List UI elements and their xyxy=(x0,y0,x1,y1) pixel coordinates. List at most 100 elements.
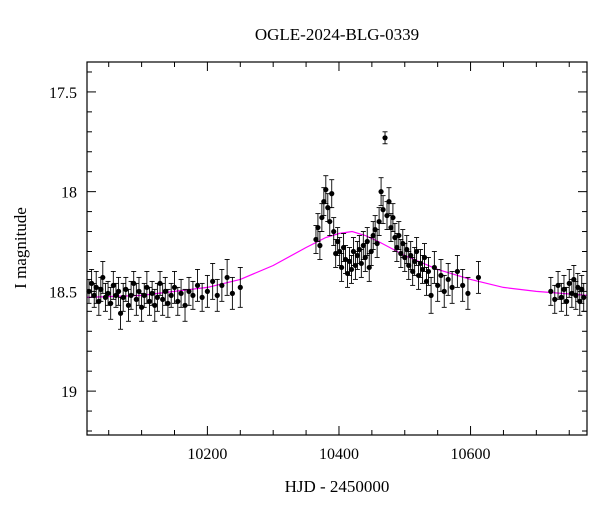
data-marker xyxy=(410,268,416,275)
x-tick-label: 10600 xyxy=(451,446,491,463)
data-point xyxy=(558,282,564,312)
data-point xyxy=(449,270,455,304)
data-point xyxy=(123,276,129,302)
data-marker xyxy=(441,288,447,294)
data-marker xyxy=(548,288,554,294)
data-marker xyxy=(333,250,339,257)
y-tick-label: 19 xyxy=(61,384,77,401)
data-marker xyxy=(566,280,572,287)
data-point xyxy=(120,282,126,312)
data-marker xyxy=(362,254,368,261)
data-marker xyxy=(144,284,150,290)
data-point xyxy=(229,276,235,310)
data-marker xyxy=(374,240,380,247)
data-marker xyxy=(100,274,106,281)
data-point xyxy=(168,282,174,308)
data-point xyxy=(390,203,396,232)
data-marker xyxy=(323,187,329,193)
data-point xyxy=(548,276,554,306)
data-marker xyxy=(317,242,323,249)
data-marker xyxy=(408,252,414,259)
data-marker xyxy=(157,280,163,287)
data-point xyxy=(133,282,139,316)
data-marker xyxy=(368,248,374,255)
data-point xyxy=(315,213,321,242)
data-marker xyxy=(315,224,321,231)
data-marker xyxy=(445,276,451,283)
data-marker xyxy=(352,262,359,269)
data-point xyxy=(160,282,166,316)
data-point xyxy=(110,270,116,300)
data-point xyxy=(199,282,205,312)
data-point xyxy=(190,280,196,310)
data-marker xyxy=(105,290,111,296)
data-marker xyxy=(108,300,114,306)
data-point xyxy=(331,217,337,246)
data-point xyxy=(141,282,147,308)
data-marker xyxy=(346,258,353,265)
data-marker xyxy=(380,207,386,213)
data-marker xyxy=(313,236,319,243)
data-point xyxy=(366,253,372,282)
data-marker xyxy=(419,266,426,273)
data-marker xyxy=(327,218,333,225)
data-marker xyxy=(449,284,455,290)
y-tick-label: 18.5 xyxy=(49,284,77,301)
data-point xyxy=(358,249,364,278)
data-marker xyxy=(113,292,119,298)
data-marker xyxy=(182,302,188,308)
data-point xyxy=(178,278,184,308)
data-marker xyxy=(386,199,392,205)
data-point xyxy=(566,268,572,298)
data-point xyxy=(194,268,201,302)
data-marker xyxy=(136,288,142,294)
data-point xyxy=(319,203,325,232)
data-point xyxy=(344,259,351,288)
data-marker xyxy=(339,264,345,271)
data-point xyxy=(454,255,460,288)
data-point xyxy=(333,239,339,268)
data-marker xyxy=(128,292,134,298)
data-marker xyxy=(366,264,372,271)
data-point xyxy=(414,237,420,266)
data-marker xyxy=(141,292,147,298)
data-point xyxy=(125,288,132,322)
data-marker xyxy=(117,310,124,316)
data-marker xyxy=(421,254,428,261)
plot-area xyxy=(86,131,588,330)
data-point xyxy=(431,251,437,284)
data-marker xyxy=(406,262,412,269)
data-marker xyxy=(573,292,579,298)
data-marker xyxy=(178,290,184,296)
y-axis-label: I magnitude xyxy=(11,207,30,289)
data-point xyxy=(352,251,359,280)
data-marker xyxy=(210,278,216,285)
data-marker xyxy=(404,246,410,253)
data-point xyxy=(435,268,441,302)
data-marker xyxy=(214,292,220,298)
data-marker xyxy=(396,232,402,239)
data-point xyxy=(438,259,444,292)
data-marker xyxy=(571,276,577,283)
data-marker xyxy=(577,298,583,304)
data-marker xyxy=(412,258,418,265)
data-point xyxy=(460,268,466,302)
data-marker xyxy=(204,288,210,294)
y-tick-label: 18 xyxy=(61,185,77,202)
data-marker xyxy=(364,238,370,245)
plot-frame xyxy=(86,61,588,436)
data-marker xyxy=(331,228,337,235)
data-point xyxy=(175,286,181,316)
data-marker xyxy=(139,304,145,310)
data-marker xyxy=(337,248,343,255)
data-marker xyxy=(335,238,341,245)
x-axis-label: HJD - 2450000 xyxy=(285,477,390,496)
data-marker xyxy=(115,288,122,294)
data-marker xyxy=(344,270,351,277)
data-point xyxy=(102,282,109,312)
data-point xyxy=(364,227,370,256)
data-marker xyxy=(360,242,366,249)
data-point xyxy=(165,288,171,318)
data-marker xyxy=(423,278,430,285)
data-marker xyxy=(110,282,116,289)
